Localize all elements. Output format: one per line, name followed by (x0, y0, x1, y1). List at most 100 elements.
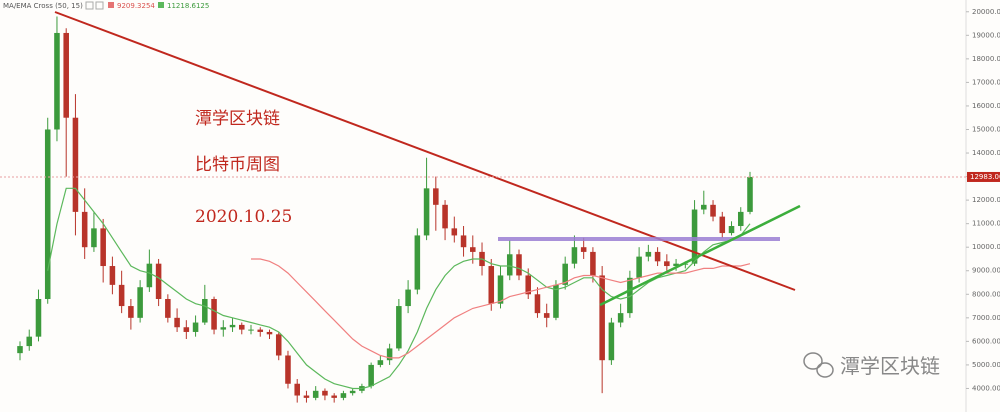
candle-body (645, 251, 652, 257)
candle-body (627, 277, 633, 314)
candle-body (525, 275, 531, 295)
candle-body (229, 324, 236, 328)
candle-body (562, 263, 568, 285)
watermark: 潭学区块链 (803, 352, 940, 378)
candle-body (451, 228, 458, 236)
candle-body (571, 247, 578, 264)
candle-body (442, 204, 448, 229)
candle-body (35, 298, 42, 337)
trend-line-down (54, 11, 796, 291)
candle-body (63, 32, 69, 118)
last-price-box (967, 171, 1000, 182)
candle-body (386, 348, 393, 361)
candle-body (72, 117, 79, 212)
candle-body (322, 390, 328, 396)
y-tick-label: 5000.00 (972, 361, 1000, 369)
candle-body (516, 254, 522, 276)
candle-body (737, 211, 744, 227)
candle-body (165, 298, 171, 318)
candle-body (719, 216, 726, 234)
y-tick-label: 12000.00 (972, 196, 1000, 204)
candle-body (368, 364, 374, 387)
candle-body (470, 247, 476, 252)
candle-body (710, 204, 716, 217)
y-tick-label: 18000.00 (972, 55, 1000, 63)
candle-body (331, 395, 337, 398)
candle-body (257, 329, 264, 332)
candle-body (128, 306, 134, 318)
candle-body (423, 188, 430, 236)
candle-body (349, 390, 356, 394)
candle-body (433, 188, 439, 205)
icon (85, 1, 94, 10)
y-tick-label: 7000.00 (972, 314, 1000, 322)
candle-body (303, 395, 310, 398)
legend-swatch (158, 2, 164, 8)
header: MA/EMA Cross (50, 15) 9209.3254 11218.61… (3, 1, 209, 10)
candle-body (174, 317, 180, 328)
watermark-text: 潭学区块链 (840, 354, 940, 378)
indicator-value: 9209.3254 (117, 2, 155, 10)
candle-body (340, 393, 347, 398)
candle-body (239, 324, 245, 330)
y-tick-label: 15000.00 (972, 125, 1000, 133)
candle-body (54, 32, 60, 130)
candle-body (211, 298, 217, 330)
y-tick-label: 19000.00 (972, 31, 1000, 39)
candle-body (396, 306, 402, 349)
icon (95, 1, 104, 10)
candle-body (155, 263, 162, 299)
candle-body (414, 235, 421, 290)
candle-body (673, 263, 679, 267)
candle-body (266, 331, 273, 335)
note: 2020.10.25 (195, 207, 292, 227)
candle-body (488, 266, 495, 304)
candle-body (506, 254, 513, 276)
candle-body (192, 322, 199, 332)
y-tick-label: 6000.00 (972, 337, 1000, 345)
y-tick-label: 20000.00 (972, 8, 1000, 16)
candle-body (405, 289, 411, 307)
candle-body (202, 298, 208, 323)
candle-body (44, 129, 51, 299)
y-tick-label: 10000.00 (972, 243, 1000, 251)
y-tick-label: 9000.00 (972, 267, 1000, 275)
candle-body (590, 251, 596, 276)
candle-body (377, 360, 384, 365)
candle-body (553, 284, 559, 318)
indicator-line (47, 187, 751, 390)
candle-body (285, 355, 291, 384)
y-tick-label: 8000.00 (972, 290, 1000, 298)
candle-body (460, 235, 467, 248)
candle-body (543, 313, 550, 318)
candle-body (294, 383, 300, 396)
candle-body (654, 251, 661, 262)
y-tick-label: 4000.00 (972, 384, 1000, 392)
candle-body (137, 287, 143, 318)
note: 潭学区块链 (195, 109, 280, 129)
y-tick-label: 11000.00 (972, 220, 1000, 228)
candle-body (497, 275, 504, 304)
candle-body (109, 266, 116, 285)
candle-body (701, 204, 707, 210)
wechat-icon (816, 362, 834, 378)
candle-body (146, 263, 153, 288)
candle-body (312, 390, 319, 398)
wechat-icon (803, 352, 823, 370)
candle-body (26, 336, 33, 347)
candle-body (682, 263, 689, 265)
indicator-name: MA/EMA Cross (50, 15) (3, 2, 83, 10)
candle-body (636, 256, 642, 278)
indicator-value: 11218.6125 (167, 2, 209, 10)
candle-body (275, 334, 282, 356)
candle-body (599, 275, 605, 361)
candle-body (220, 327, 227, 330)
candle-body (248, 329, 254, 331)
candle-body (118, 284, 125, 307)
candle-body (17, 346, 23, 354)
note: 比特币周图 (195, 155, 280, 175)
candle-body (747, 176, 753, 212)
candle-body (691, 209, 698, 264)
